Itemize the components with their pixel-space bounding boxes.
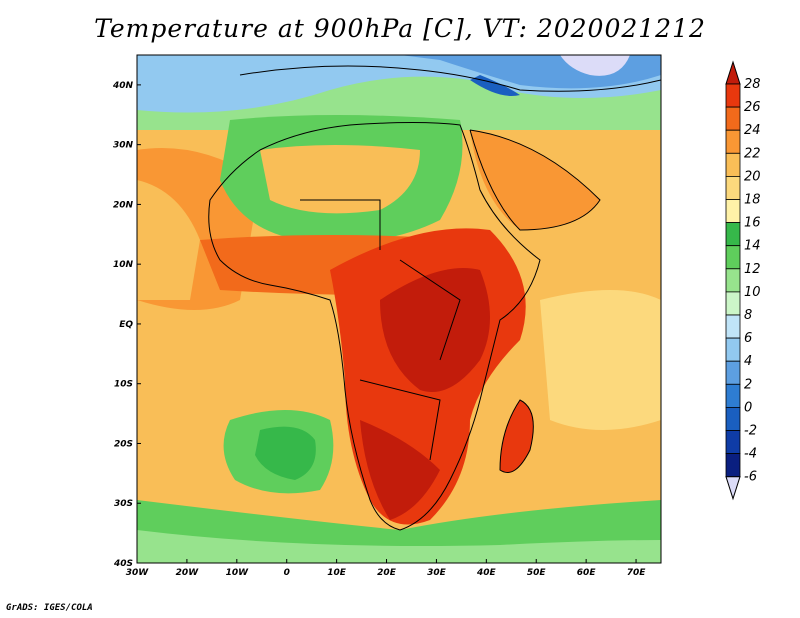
colorbar-label: -6	[744, 470, 757, 485]
lon-tick-label: 10W	[226, 568, 250, 578]
lon-tick-label: 10E	[327, 568, 347, 578]
lat-tick-label: 10S	[114, 380, 133, 390]
colorbar-label: 26	[744, 100, 761, 115]
colorbar-segment	[725, 106, 741, 131]
colorbar-label: 6	[744, 331, 752, 346]
colorbar-label: 20	[744, 169, 761, 184]
colorbar-label: 28	[744, 77, 761, 92]
latitude-axis: 40N 30N 20N 10N EQ 10S 20S 30S 40S	[112, 81, 141, 569]
colorbar-bottom-arrow	[725, 476, 741, 501]
colorbar-label: 12	[744, 262, 761, 277]
colorbar-segment	[725, 383, 741, 408]
colorbar-label: 8	[744, 308, 752, 323]
lon-tick-label: 70E	[627, 568, 647, 578]
lat-tick-label: EQ	[119, 320, 133, 330]
colorbar-label: 4	[744, 354, 752, 369]
colorbar-label: 10	[744, 285, 761, 300]
lon-tick-label: 20E	[377, 568, 397, 578]
colorbar-label: 0	[744, 400, 752, 415]
lat-tick-label: 20N	[113, 200, 134, 210]
colorbar-segment	[725, 199, 741, 224]
colorbar-label: -4	[744, 447, 757, 462]
colorbar-segment	[725, 268, 741, 293]
colorbar-segment	[725, 430, 741, 455]
colorbar-label: 22	[744, 146, 761, 161]
lat-tick-label: 10N	[113, 260, 134, 270]
lon-tick-label: 0	[284, 568, 290, 578]
lat-tick-label: 40N	[112, 81, 134, 91]
lat-tick-label: 30S	[114, 499, 133, 509]
plot-frame	[136, 54, 662, 564]
colorbar-segment	[725, 453, 741, 478]
colorbar-segment	[725, 222, 741, 247]
lon-tick-label: 50E	[527, 568, 547, 578]
colorbar-segment	[725, 129, 741, 154]
colorbar-segment	[725, 152, 741, 177]
colorbar-label: 2	[744, 377, 752, 392]
colorbar-segment	[725, 337, 741, 362]
temperature-field	[137, 55, 661, 563]
colorbar-segment	[725, 360, 741, 385]
colorbar-label: 24	[744, 123, 761, 138]
colorbar-label: 16	[744, 216, 761, 231]
lon-tick-label: 20W	[176, 568, 200, 578]
colorbar-top-arrow	[725, 60, 741, 85]
longitude-axis: 30W 20W 10W 0 10E 20E 30E 40E 50E 60E 70E	[126, 559, 646, 578]
colorbar-segment	[725, 291, 741, 316]
lat-tick-label: 20S	[114, 439, 133, 449]
colorbar-label: 18	[744, 193, 761, 208]
lon-tick-label: 30E	[427, 568, 447, 578]
lon-tick-label: 40E	[476, 568, 497, 578]
colorbar-segment	[725, 406, 741, 431]
lat-tick-label: 40S	[113, 559, 133, 569]
colorbar-segment	[725, 314, 741, 339]
lat-tick-label: 30N	[113, 141, 134, 151]
lon-tick-label: 30W	[126, 568, 150, 578]
colorbar-label: 14	[744, 239, 761, 254]
colorbar-label: -2	[744, 424, 757, 439]
grads-credit: GrADS: IGES/COLA	[6, 603, 93, 613]
colorbar-segment	[725, 83, 741, 108]
map-title: Temperature at 900hPa [C], VT: 202002121…	[94, 14, 706, 43]
colorbar-segment	[725, 175, 741, 200]
colorbar-segment	[725, 245, 741, 270]
lon-tick-label: 60E	[577, 568, 597, 578]
